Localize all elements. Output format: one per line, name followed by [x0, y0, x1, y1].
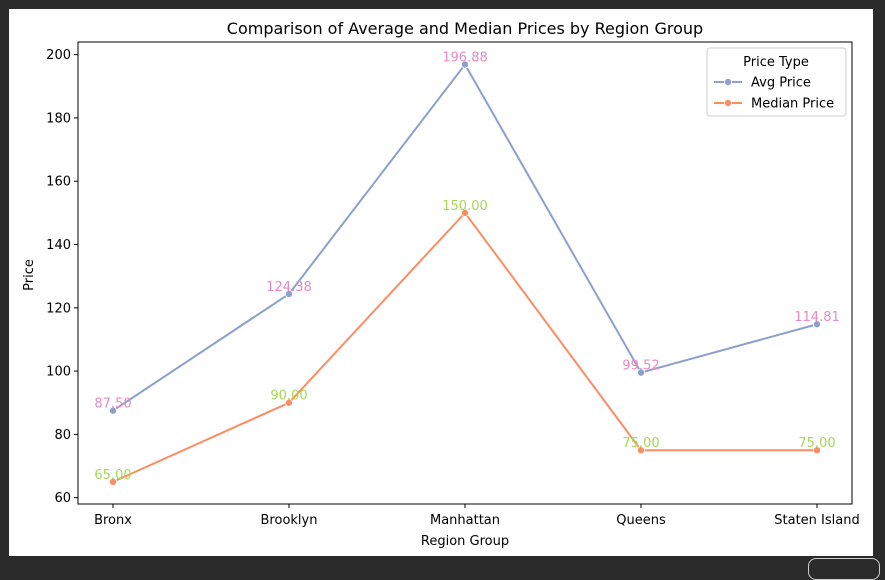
- x-axis-label: Region Group: [421, 534, 509, 549]
- median-price-point: [813, 446, 822, 455]
- y-axis: 60 80 100 120 140 160 180 200: [46, 48, 78, 506]
- median-price-data-label: 150.00: [442, 199, 488, 214]
- y-tick-label: 80: [54, 428, 71, 443]
- x-tick-label: Manhattan: [430, 513, 500, 528]
- chart-title: Comparison of Average and Median Prices …: [227, 19, 703, 38]
- legend-median-price-label: Median Price: [751, 97, 834, 112]
- y-tick-label: 200: [46, 48, 71, 63]
- y-tick-label: 100: [46, 365, 71, 380]
- corner-widget: [808, 558, 880, 580]
- median-price-point: [460, 208, 469, 217]
- avg-price-point: [460, 60, 469, 69]
- x-tick-label: Queens: [616, 513, 666, 528]
- y-tick-label: 120: [46, 301, 71, 316]
- legend-avg-price-label: Avg Price: [751, 76, 811, 91]
- avg-price-data-label: 124.38: [266, 280, 312, 295]
- median-price-point: [284, 398, 293, 407]
- avg-price-data-label: 196.88: [442, 51, 488, 66]
- series-layer: [109, 60, 822, 486]
- legend-title: Price Type: [743, 55, 809, 70]
- y-tick-label: 180: [46, 111, 71, 126]
- x-tick-label: Staten Island: [774, 513, 859, 528]
- median-price-line: [112, 211, 817, 483]
- median-price-data-label: 65.00: [94, 468, 131, 483]
- legend-avg-price-marker: [724, 78, 733, 87]
- legend-median-price-marker: [724, 99, 733, 108]
- y-axis-label: Price: [22, 259, 37, 291]
- avg-price-point: [109, 406, 118, 415]
- x-axis: Bronx Brooklyn Manhattan Queens Staten Islan…: [94, 504, 860, 528]
- avg-price-point: [637, 368, 646, 377]
- avg-price-point: [813, 320, 822, 329]
- x-tick-label: Bronx: [94, 513, 132, 528]
- y-tick-label: 140: [46, 238, 71, 253]
- line-chart: Comparison of Average and Median Prices …: [22, 19, 860, 549]
- median-price-point: [637, 446, 646, 455]
- chart-figure: Comparison of Average and Median Prices …: [9, 9, 873, 556]
- y-tick-label: 160: [46, 175, 71, 190]
- avg-price-data-label: 87.50: [94, 397, 131, 412]
- median-price-data-label: 90.00: [270, 389, 307, 404]
- avg-price-point: [284, 289, 293, 298]
- median-price-data-label: 75.00: [622, 436, 659, 451]
- avg-price-data-label: 114.81: [794, 310, 840, 325]
- y-tick-label: 60: [54, 491, 71, 506]
- median-price-point: [109, 477, 118, 486]
- x-tick-label: Brooklyn: [261, 513, 318, 528]
- data-labels: 87.50 124.38 196.88 99.52 114.81 65.00 90.00 15…: [94, 51, 839, 483]
- median-price-data-label: 75.00: [798, 436, 835, 451]
- avg-price-data-label: 99.52: [622, 359, 659, 374]
- legend-box: [706, 47, 847, 117]
- legend: Price Type Avg Price Median Price: [706, 47, 847, 117]
